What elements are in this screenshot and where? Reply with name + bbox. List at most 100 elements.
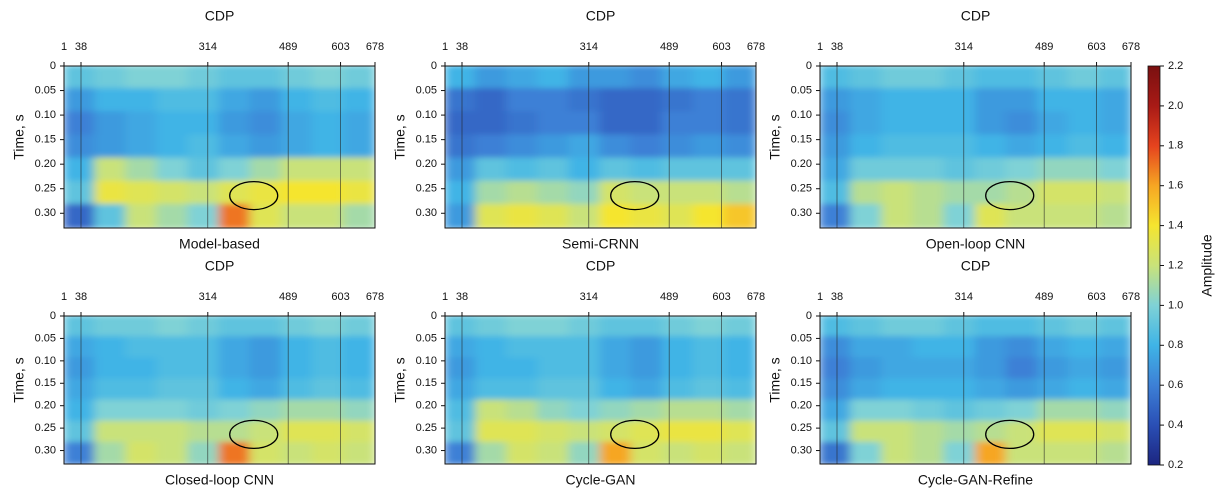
cell bbox=[912, 378, 946, 402]
cell bbox=[943, 203, 977, 228]
x-tick-label: 489 bbox=[660, 291, 678, 303]
cell bbox=[723, 357, 756, 381]
colorbar bbox=[1147, 65, 1161, 466]
cell bbox=[692, 111, 726, 137]
cell bbox=[974, 378, 1008, 402]
y-tick-label: 0.10 bbox=[791, 355, 812, 367]
cell bbox=[974, 88, 1008, 114]
cell bbox=[506, 66, 540, 91]
cell bbox=[125, 420, 159, 444]
cell bbox=[94, 88, 128, 114]
cell bbox=[568, 420, 602, 444]
cell bbox=[692, 316, 726, 339]
cell bbox=[156, 66, 190, 91]
cell bbox=[94, 66, 128, 91]
cell bbox=[850, 357, 884, 381]
x-tick-label: 38 bbox=[75, 41, 87, 53]
cell bbox=[537, 336, 571, 360]
cell bbox=[156, 378, 190, 402]
cell bbox=[280, 336, 314, 360]
x-tick-label: 314 bbox=[955, 41, 973, 53]
cell bbox=[1036, 357, 1070, 381]
cell bbox=[445, 66, 478, 91]
cell bbox=[1067, 66, 1101, 91]
y-tick-label: 0.05 bbox=[35, 84, 56, 96]
x-tick-label: 314 bbox=[580, 291, 598, 303]
cell bbox=[692, 134, 726, 160]
heatmap bbox=[820, 66, 1131, 228]
cells bbox=[64, 316, 375, 464]
cell bbox=[881, 441, 915, 464]
plot-frame bbox=[819, 65, 1132, 229]
cell bbox=[661, 316, 695, 339]
cell bbox=[280, 157, 314, 183]
y-axis-label: Time, s bbox=[767, 357, 783, 402]
cell bbox=[506, 111, 540, 137]
cell bbox=[64, 378, 97, 402]
cell bbox=[1067, 157, 1101, 183]
cell bbox=[445, 336, 478, 360]
cell bbox=[1005, 399, 1039, 423]
cell bbox=[974, 357, 1008, 381]
x-axis-label: CDP bbox=[586, 8, 616, 24]
cell bbox=[64, 441, 97, 464]
y-tick-label: 0.20 bbox=[791, 400, 812, 412]
cell bbox=[94, 441, 128, 464]
panel-title: Model-based bbox=[179, 236, 260, 252]
cell bbox=[1036, 157, 1070, 183]
y-tick-label: 0.05 bbox=[791, 332, 812, 344]
cell bbox=[94, 134, 128, 160]
cell bbox=[850, 88, 884, 114]
y-tick-label: 0.20 bbox=[35, 158, 56, 170]
x-tick-label: 314 bbox=[580, 41, 598, 53]
cell bbox=[64, 203, 97, 228]
y-tick-label: 0.05 bbox=[416, 332, 437, 344]
cell bbox=[820, 203, 853, 228]
cell bbox=[475, 180, 509, 206]
cell bbox=[881, 88, 915, 114]
cell bbox=[342, 441, 375, 464]
cell bbox=[187, 378, 221, 402]
cell bbox=[342, 420, 375, 444]
cell bbox=[692, 399, 726, 423]
cell bbox=[506, 180, 540, 206]
cell bbox=[820, 316, 853, 339]
cell bbox=[850, 378, 884, 402]
cell bbox=[723, 66, 756, 91]
x-tick-label: 603 bbox=[712, 41, 730, 53]
cell bbox=[599, 66, 633, 91]
cell bbox=[974, 420, 1008, 444]
cell bbox=[506, 88, 540, 114]
cell bbox=[125, 180, 159, 206]
y-axis-label: Time, s bbox=[767, 114, 783, 159]
cell bbox=[820, 420, 853, 444]
cell bbox=[475, 399, 509, 423]
colorbar-tick-label: 1.4 bbox=[1168, 220, 1183, 232]
cell bbox=[912, 180, 946, 206]
cell bbox=[1036, 203, 1070, 228]
cell bbox=[1098, 88, 1131, 114]
cell bbox=[94, 316, 128, 339]
y-tick-label: 0.30 bbox=[416, 207, 437, 219]
cell bbox=[187, 441, 221, 464]
cell bbox=[692, 203, 726, 228]
cell bbox=[1005, 357, 1039, 381]
cell bbox=[94, 157, 128, 183]
cell bbox=[723, 316, 756, 339]
x-tick-label: 489 bbox=[1035, 291, 1053, 303]
y-tick-label: 0.15 bbox=[416, 134, 437, 146]
cell bbox=[974, 203, 1008, 228]
cell bbox=[943, 180, 977, 206]
cell bbox=[156, 316, 190, 339]
cell bbox=[912, 336, 946, 360]
cell bbox=[187, 203, 221, 228]
x-tick-label: 1 bbox=[817, 291, 823, 303]
cell bbox=[1067, 88, 1101, 114]
cell bbox=[692, 180, 726, 206]
x-tick-label: 314 bbox=[199, 291, 217, 303]
cell bbox=[1098, 111, 1131, 137]
cell bbox=[723, 111, 756, 137]
cell bbox=[311, 180, 345, 206]
cell bbox=[1098, 157, 1131, 183]
cell bbox=[850, 336, 884, 360]
